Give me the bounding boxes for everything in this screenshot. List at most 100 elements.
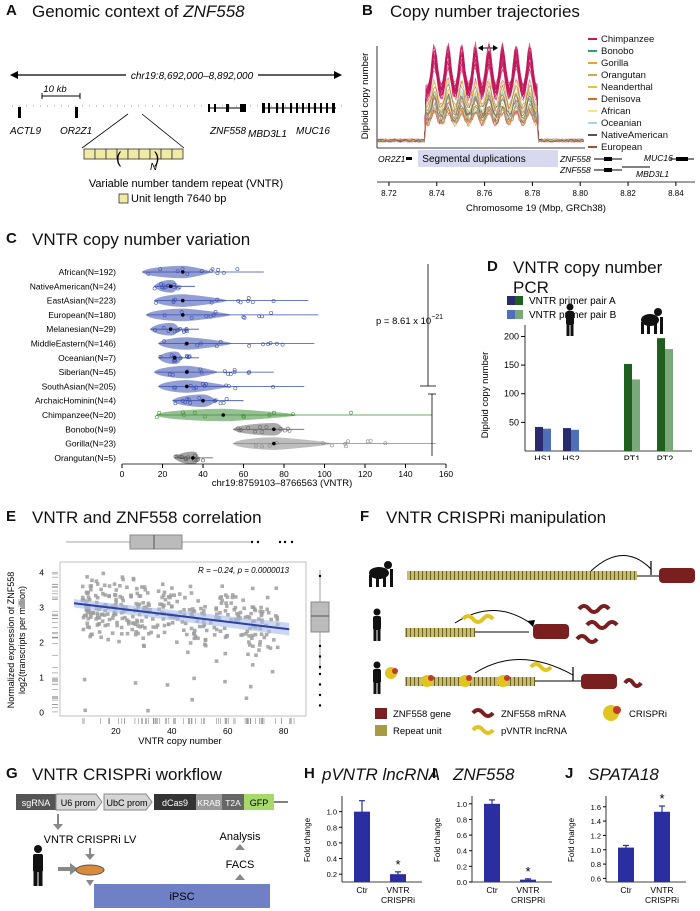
e-point bbox=[103, 593, 107, 597]
e-point bbox=[187, 607, 192, 612]
e-point bbox=[196, 599, 200, 603]
e-point bbox=[264, 632, 269, 637]
e-point bbox=[89, 587, 93, 592]
e-point bbox=[95, 582, 100, 586]
ytick-label: 0.4 bbox=[327, 855, 337, 864]
cn-trace bbox=[377, 56, 584, 143]
gene-or2z1 bbox=[75, 107, 78, 118]
e-point bbox=[230, 595, 235, 600]
e-point bbox=[214, 627, 219, 632]
e-point bbox=[249, 611, 253, 616]
e-point bbox=[254, 653, 258, 658]
e-xtick-label: 40 bbox=[167, 726, 177, 736]
e-point bbox=[90, 632, 94, 637]
e-point bbox=[89, 612, 93, 617]
c-point bbox=[344, 444, 348, 449]
c-group-label: NativeAmerican(N=24) bbox=[30, 281, 116, 291]
c-group-label: ArchaicHominin(N=4) bbox=[35, 396, 116, 406]
e-point bbox=[235, 611, 239, 616]
c-xtick-label: 160 bbox=[439, 469, 453, 479]
c-point bbox=[211, 313, 216, 317]
b-xtick-label: 8.84 bbox=[668, 189, 684, 198]
e-point bbox=[107, 584, 112, 588]
e-point bbox=[97, 621, 102, 626]
ytick-label: 0.6 bbox=[327, 839, 337, 848]
c-xtick-label: 120 bbox=[358, 469, 372, 479]
e-point bbox=[121, 577, 125, 582]
c-group-label: Siberian(N=45) bbox=[59, 367, 117, 377]
d-legend-a: VNTR primer pair A bbox=[529, 296, 616, 307]
e-point bbox=[113, 593, 117, 597]
e-point bbox=[246, 652, 250, 657]
e-point bbox=[83, 708, 88, 713]
c-point bbox=[173, 385, 178, 390]
row-human bbox=[373, 604, 619, 644]
c-point bbox=[365, 439, 370, 444]
c-point bbox=[159, 285, 164, 290]
category-label: VNTR bbox=[386, 885, 409, 895]
ytick-label: 0.0 bbox=[457, 878, 467, 887]
c-xtick-label: 80 bbox=[279, 469, 289, 479]
ytick-label: 0.2 bbox=[457, 862, 467, 871]
e-ytick-label: 4 bbox=[39, 568, 44, 578]
c-median bbox=[221, 413, 226, 417]
e-point bbox=[159, 602, 164, 607]
c-point bbox=[162, 339, 167, 344]
c-median bbox=[185, 384, 189, 389]
ytick-label: 1.0 bbox=[327, 808, 337, 817]
c-group-label: MiddleEastern(N=146) bbox=[31, 339, 116, 349]
e-point bbox=[87, 625, 92, 630]
c-point bbox=[185, 397, 190, 401]
scatter-points bbox=[73, 571, 290, 713]
e-point bbox=[160, 582, 165, 587]
e-point bbox=[160, 595, 164, 600]
c-group-label: Melanesian(N=29) bbox=[46, 324, 116, 334]
c-point bbox=[192, 453, 197, 458]
e-point bbox=[102, 613, 107, 617]
construct-t2a bbox=[222, 794, 244, 810]
e-outlier bbox=[318, 665, 322, 669]
e-point bbox=[117, 639, 121, 644]
e-point bbox=[110, 631, 115, 635]
copy-number-traces bbox=[377, 41, 584, 143]
e-point bbox=[222, 626, 227, 631]
c-point bbox=[195, 343, 200, 348]
c-point bbox=[189, 315, 194, 320]
d-ytick-label: 150 bbox=[504, 360, 519, 370]
e-point bbox=[90, 578, 94, 583]
e-point bbox=[253, 608, 258, 613]
c-violin bbox=[158, 380, 229, 393]
d-bar bbox=[657, 338, 665, 451]
vntr-units: ( ) bbox=[83, 148, 184, 167]
e-point bbox=[212, 625, 217, 630]
category-label: CRISPRi bbox=[511, 895, 545, 905]
e-outlier bbox=[290, 540, 294, 544]
svg-text:): ) bbox=[154, 150, 159, 167]
cn-trace bbox=[377, 93, 584, 143]
ytick-label: 0.8 bbox=[591, 860, 601, 869]
c-point bbox=[216, 267, 221, 272]
construct-krab bbox=[196, 794, 222, 810]
c-group-label: Gorilla(N=23) bbox=[65, 439, 116, 449]
category-label: Ctr bbox=[620, 885, 632, 895]
e-point bbox=[258, 609, 263, 614]
c-point bbox=[221, 270, 226, 275]
c-point bbox=[187, 354, 192, 359]
d-bar bbox=[543, 428, 551, 451]
e-point bbox=[265, 595, 270, 600]
c-point bbox=[226, 372, 230, 376]
panel-d-chart: VNTR primer pair A VNTR primer pair B Di… bbox=[480, 296, 692, 460]
c-violin bbox=[232, 437, 332, 450]
c-point bbox=[278, 426, 283, 431]
d-bar bbox=[665, 349, 673, 451]
c-point bbox=[213, 399, 217, 403]
category-label: CRISPRi bbox=[381, 895, 415, 905]
c-point bbox=[208, 314, 213, 319]
human-icon bbox=[566, 303, 574, 336]
e-point bbox=[88, 634, 92, 639]
e-point bbox=[115, 620, 119, 625]
b-gene-or2z1: OR2Z1 bbox=[378, 154, 406, 164]
e-point bbox=[275, 645, 280, 650]
e-point bbox=[151, 625, 155, 629]
c-point bbox=[210, 267, 215, 272]
